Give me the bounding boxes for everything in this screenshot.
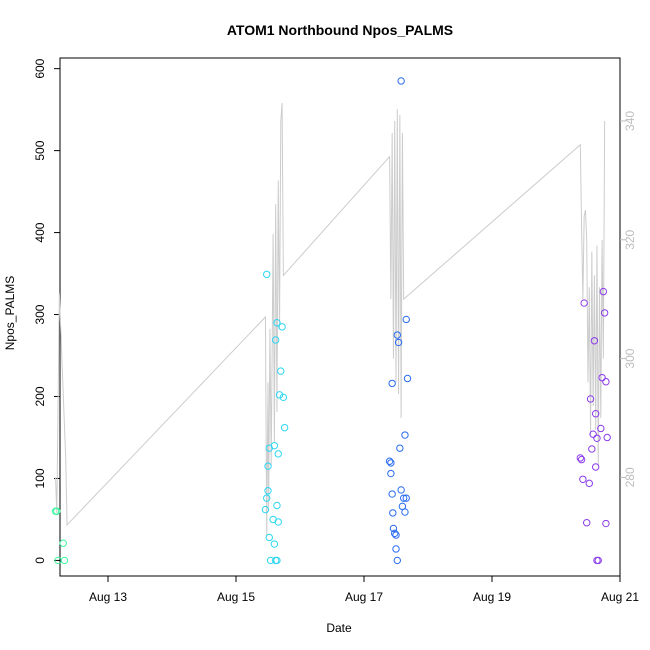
data-point-series-4	[594, 556, 602, 565]
data-point-series-2	[264, 462, 272, 470]
data-point-series-2	[273, 319, 281, 327]
x-tick-label: Aug 19	[473, 590, 511, 604]
data-point-series-3	[388, 379, 396, 388]
data-point-series-4	[599, 287, 608, 296]
data-point-series-3	[388, 490, 396, 498]
x-tick-label: Aug 21	[601, 590, 639, 604]
data-point-series-3	[389, 524, 398, 533]
data-point-series-2	[273, 501, 281, 510]
data-point-series-4	[591, 410, 600, 418]
data-point-series-4	[590, 337, 599, 345]
data-point-series-3	[392, 531, 400, 539]
series-line	[55, 103, 606, 537]
y2-axis: 280 300 320 340	[620, 111, 637, 487]
y-axis-label: Npos_PALMS	[3, 276, 17, 350]
line-layer	[55, 103, 606, 537]
data-point-series-3	[402, 315, 410, 324]
data-point-series-3	[387, 459, 395, 467]
y-tick-label: 0	[33, 557, 47, 564]
data-point-series-4	[579, 475, 587, 483]
data-point-series-3	[396, 444, 404, 452]
y-tick-label: 300	[33, 304, 47, 324]
data-point-series-3	[392, 545, 400, 553]
data-point-series-4	[598, 373, 606, 382]
data-point-series-3	[401, 508, 409, 516]
data-point-series-2	[271, 336, 280, 344]
data-point-series-3	[391, 529, 399, 538]
data-point-series-4	[602, 519, 610, 528]
data-point-series-4	[580, 299, 588, 307]
data-point-series-3	[387, 469, 395, 478]
data-point-series-4	[576, 454, 585, 462]
data-point-series-3	[385, 457, 394, 465]
data-point-series-3	[403, 374, 412, 383]
y-tick-label: 200	[33, 386, 47, 406]
x-axis-label: Date	[326, 621, 352, 635]
data-point-series-4	[597, 424, 605, 433]
data-point-series-4	[602, 378, 610, 386]
chart-title: ATOM1 Northbound Npos_PALMS	[227, 22, 453, 38]
data-point-series-4	[585, 479, 593, 488]
y2-tick-label: 320	[623, 229, 637, 249]
data-point-series-2	[273, 556, 281, 565]
data-point-series-4	[593, 434, 601, 442]
data-point-series-3	[401, 431, 409, 439]
data-point-series-2	[261, 505, 270, 514]
data-point-series-2	[278, 323, 286, 331]
data-point-series-2	[280, 423, 289, 432]
y2-tick-label: 340	[623, 111, 637, 131]
data-point-series-4	[600, 309, 609, 317]
data-point-series-4	[589, 430, 597, 438]
x-tick-label: Aug 17	[345, 590, 383, 604]
data-point-series-4	[583, 519, 591, 527]
data-point-series-2	[270, 441, 279, 450]
data-point-series-1	[59, 539, 67, 547]
x-tick-label: Aug 13	[89, 590, 127, 604]
data-point-series-4	[591, 463, 600, 471]
data-point-series-1	[53, 507, 61, 515]
data-point-series-2	[275, 391, 284, 399]
data-point-series-3	[397, 486, 405, 494]
data-point-series-3	[389, 509, 397, 517]
data-point-series-2	[263, 494, 271, 502]
data-point-series-2	[279, 393, 288, 402]
data-point-series-3	[397, 77, 405, 85]
data-point-series-4	[586, 395, 595, 403]
data-point-series-2	[274, 518, 282, 526]
y-tick-label: 400	[33, 222, 47, 242]
data-point-series-3	[399, 494, 408, 502]
points-layer	[51, 77, 611, 565]
data-point-series-3	[394, 338, 403, 347]
data-point-series-2	[265, 533, 273, 542]
data-point-series-2	[274, 450, 282, 458]
y2-tick-label: 300	[623, 348, 637, 368]
data-point-series-2	[277, 367, 285, 375]
y-tick-label: 100	[33, 468, 47, 488]
data-point-series-3	[402, 494, 410, 502]
y-tick-label: 500	[33, 140, 47, 160]
data-point-series-3	[393, 556, 401, 565]
data-point-series-4	[588, 445, 596, 453]
plot-frame	[59, 57, 621, 577]
data-point-series-4	[603, 433, 611, 442]
y2-tick-label: 280	[623, 467, 637, 487]
data-point-series-2	[270, 540, 279, 548]
y-tick-label: 600	[33, 58, 47, 78]
data-point-series-1	[60, 556, 69, 565]
data-point-series-2	[263, 270, 271, 279]
x-tick-label: Aug 15	[217, 590, 255, 604]
data-point-series-4	[577, 455, 586, 464]
x-axis: Aug 13 Aug 15 Aug 17 Aug 19 Aug 21	[89, 576, 639, 604]
data-point-series-3	[393, 331, 401, 339]
data-point-series-2	[264, 487, 272, 495]
